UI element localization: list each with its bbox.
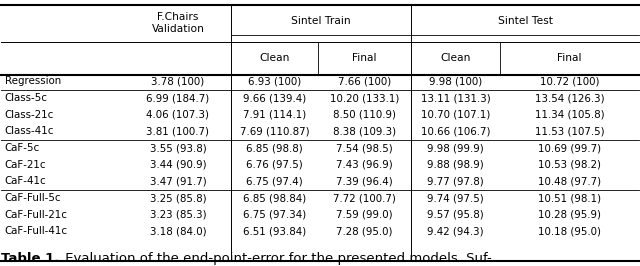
- Text: 6.51 (93.84): 6.51 (93.84): [243, 226, 306, 236]
- Text: Final: Final: [557, 53, 582, 63]
- Text: 10.28 (95.9): 10.28 (95.9): [538, 210, 601, 220]
- Text: Class-21c: Class-21c: [4, 110, 54, 120]
- Text: 10.70 (107.1): 10.70 (107.1): [421, 110, 490, 120]
- Text: Class-5c: Class-5c: [4, 93, 47, 103]
- Text: 9.74 (97.5): 9.74 (97.5): [428, 193, 484, 203]
- Text: CaF-41c: CaF-41c: [4, 176, 46, 186]
- Text: 9.98 (100): 9.98 (100): [429, 76, 483, 86]
- Text: 10.72 (100): 10.72 (100): [540, 76, 600, 86]
- Text: 11.34 (105.8): 11.34 (105.8): [535, 110, 605, 120]
- Text: 9.88 (98.9): 9.88 (98.9): [428, 160, 484, 170]
- Text: 9.77 (97.8): 9.77 (97.8): [428, 176, 484, 186]
- Text: 3.55 (93.8): 3.55 (93.8): [150, 143, 206, 153]
- Text: Clean: Clean: [259, 53, 289, 63]
- Text: Sintel Train: Sintel Train: [291, 15, 351, 26]
- Text: 3.81 (100.7): 3.81 (100.7): [147, 126, 209, 136]
- Text: Class-41c: Class-41c: [4, 126, 54, 136]
- Text: CaF-Full-41c: CaF-Full-41c: [4, 226, 68, 236]
- Text: Final: Final: [353, 53, 377, 63]
- Text: CaF-Full-21c: CaF-Full-21c: [4, 210, 68, 220]
- Text: 7.69 (110.87): 7.69 (110.87): [239, 126, 309, 136]
- Text: 9.66 (139.4): 9.66 (139.4): [243, 93, 306, 103]
- Text: CaF-5c: CaF-5c: [4, 143, 40, 153]
- Text: 6.99 (184.7): 6.99 (184.7): [147, 93, 209, 103]
- Text: 7.66 (100): 7.66 (100): [338, 76, 391, 86]
- Text: 8.38 (109.3): 8.38 (109.3): [333, 126, 396, 136]
- Text: 10.20 (133.1): 10.20 (133.1): [330, 93, 399, 103]
- Text: CaF-Full-5c: CaF-Full-5c: [4, 193, 61, 203]
- Text: 6.75 (97.4): 6.75 (97.4): [246, 176, 303, 186]
- Text: 10.48 (97.7): 10.48 (97.7): [538, 176, 601, 186]
- Text: 3.23 (85.3): 3.23 (85.3): [150, 210, 206, 220]
- Text: 13.54 (126.3): 13.54 (126.3): [535, 93, 605, 103]
- Text: 3.18 (84.0): 3.18 (84.0): [150, 226, 206, 236]
- Text: Sintel Test: Sintel Test: [498, 15, 553, 26]
- Text: 7.54 (98.5): 7.54 (98.5): [337, 143, 393, 153]
- Text: 9.57 (95.8): 9.57 (95.8): [428, 210, 484, 220]
- Text: 6.75 (97.34): 6.75 (97.34): [243, 210, 306, 220]
- Text: Regression: Regression: [4, 76, 61, 86]
- Text: 7.59 (99.0): 7.59 (99.0): [337, 210, 393, 220]
- Text: F.Chairs
Validation: F.Chairs Validation: [152, 13, 204, 34]
- Text: 8.50 (110.9): 8.50 (110.9): [333, 110, 396, 120]
- Text: 3.78 (100): 3.78 (100): [151, 76, 205, 86]
- Text: 10.69 (99.7): 10.69 (99.7): [538, 143, 601, 153]
- Text: Evaluation of the end-point-error for the presented models. Suf-: Evaluation of the end-point-error for th…: [61, 252, 492, 265]
- Text: 6.85 (98.8): 6.85 (98.8): [246, 143, 303, 153]
- Text: 13.11 (131.3): 13.11 (131.3): [421, 93, 491, 103]
- Text: 7.91 (114.1): 7.91 (114.1): [243, 110, 306, 120]
- Text: 7.72 (100.7): 7.72 (100.7): [333, 193, 396, 203]
- Text: 10.66 (106.7): 10.66 (106.7): [421, 126, 490, 136]
- Text: 9.98 (99.9): 9.98 (99.9): [428, 143, 484, 153]
- Text: 6.76 (97.5): 6.76 (97.5): [246, 160, 303, 170]
- Text: 7.39 (96.4): 7.39 (96.4): [337, 176, 393, 186]
- Text: 10.53 (98.2): 10.53 (98.2): [538, 160, 601, 170]
- Text: 6.93 (100): 6.93 (100): [248, 76, 301, 86]
- Text: 3.25 (85.8): 3.25 (85.8): [150, 193, 206, 203]
- Text: 3.44 (90.9): 3.44 (90.9): [150, 160, 206, 170]
- Text: 7.43 (96.9): 7.43 (96.9): [337, 160, 393, 170]
- Text: Table 1.: Table 1.: [1, 252, 59, 265]
- Text: 10.18 (95.0): 10.18 (95.0): [538, 226, 601, 236]
- Text: 10.51 (98.1): 10.51 (98.1): [538, 193, 601, 203]
- Text: Clean: Clean: [440, 53, 471, 63]
- Text: 6.85 (98.84): 6.85 (98.84): [243, 193, 306, 203]
- Text: 9.42 (94.3): 9.42 (94.3): [428, 226, 484, 236]
- Text: 11.53 (107.5): 11.53 (107.5): [535, 126, 605, 136]
- Text: 4.06 (107.3): 4.06 (107.3): [147, 110, 209, 120]
- Text: CaF-21c: CaF-21c: [4, 160, 46, 170]
- Text: 7.28 (95.0): 7.28 (95.0): [337, 226, 393, 236]
- Text: 3.47 (91.7): 3.47 (91.7): [150, 176, 206, 186]
